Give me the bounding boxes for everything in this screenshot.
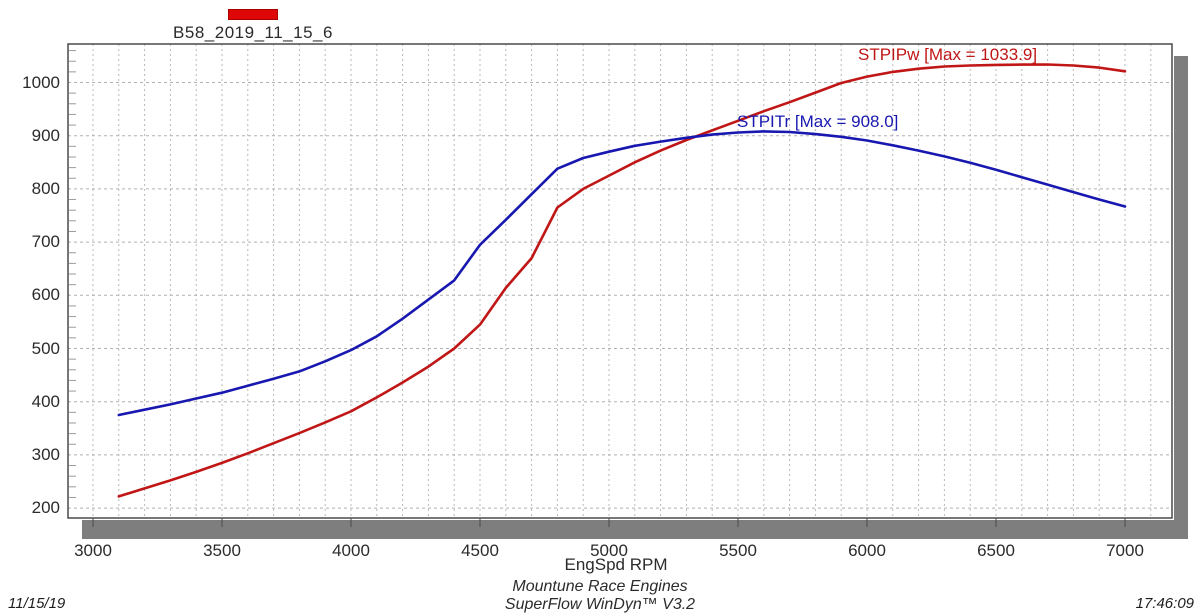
x-tick-label: 5500 xyxy=(719,541,757,560)
plot-frame xyxy=(67,43,1173,519)
footer-shop-name: Mountune Race Engines xyxy=(512,578,688,595)
plot-background xyxy=(68,44,1172,518)
x-tick-label: 4500 xyxy=(461,541,499,560)
y-tick-label: 300 xyxy=(31,444,60,464)
y-tick-label: 900 xyxy=(31,125,60,145)
y-tick-label: 200 xyxy=(31,498,60,518)
footer-software-version: SuperFlow WinDyn™ V3.2 xyxy=(504,596,696,613)
y-tick-label: 700 xyxy=(31,232,60,252)
frame-shadow-right xyxy=(1174,56,1188,539)
time-stamp: 17:46:09 xyxy=(1135,595,1194,612)
x-tick-label: 3000 xyxy=(74,541,112,560)
x-tick-label: 4000 xyxy=(332,541,370,560)
x-tick-label: 6500 xyxy=(977,541,1015,560)
legend-label: B58_2019_11_15_6 xyxy=(173,23,333,42)
x-tick-label: 7000 xyxy=(1106,541,1144,560)
y-tick-label: 1000 xyxy=(22,72,60,92)
stpitr-curve xyxy=(117,130,1127,417)
torque-curve-label: STPITr [Max = 908.0] xyxy=(737,112,899,131)
x-tick-label: 5000 xyxy=(590,541,628,560)
x-tick-label: 3500 xyxy=(203,541,241,560)
y-tick-label: 400 xyxy=(31,391,60,411)
x-tick-label: 6000 xyxy=(848,541,886,560)
frame-shadow-bottom xyxy=(82,520,1188,539)
power-curve-label: STPIPw [Max = 1033.9] xyxy=(858,45,1038,64)
date-stamp: 11/15/19 xyxy=(8,595,66,612)
stpipw-curve xyxy=(117,63,1127,498)
y-tick-label: 800 xyxy=(31,178,60,198)
legend-swatch xyxy=(228,9,278,20)
y-tick-label: 600 xyxy=(31,285,60,305)
y-tick-label: 500 xyxy=(31,338,60,358)
x-axis-title: EngSpd RPM xyxy=(564,555,668,574)
